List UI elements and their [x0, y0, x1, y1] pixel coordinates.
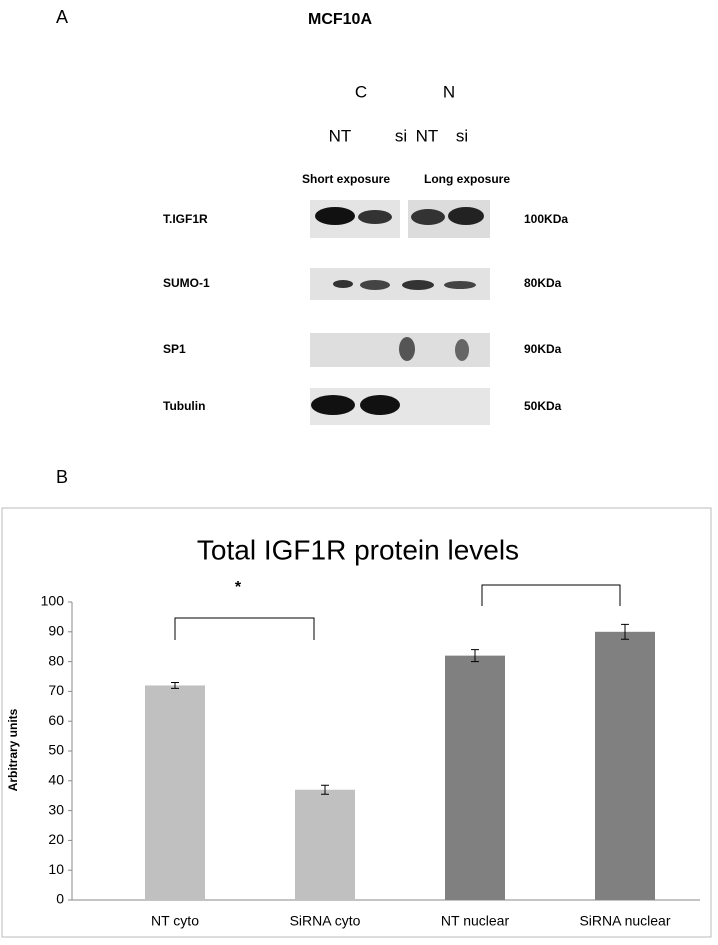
y-tick-label: 90	[48, 623, 64, 639]
size-label: 100KDa	[524, 212, 568, 226]
bar	[595, 631, 655, 900]
y-tick-label: 0	[56, 891, 64, 907]
bar	[295, 789, 355, 900]
y-tick-label: 50	[48, 742, 64, 758]
band	[311, 395, 355, 415]
lane-label: NT	[416, 126, 439, 145]
band	[360, 395, 400, 415]
band	[455, 339, 469, 361]
blot-rows: T.IGF1R 100KDa SUMO-1 80KDa SP1 90KDa Tu…	[163, 200, 568, 425]
panel-label: A	[56, 7, 68, 27]
row-label: Tubulin	[163, 399, 205, 413]
chart-frame	[1, 507, 712, 938]
y-tick-label: 20	[48, 831, 64, 847]
blot-title: MCF10A	[308, 11, 372, 28]
y-tick-label: 10	[48, 861, 64, 877]
band	[402, 280, 434, 290]
row-label: SP1	[163, 342, 186, 356]
bar	[445, 655, 505, 900]
plot: 0 10 20 30 40 50 60 70 80 90 100 NT cyto SiRNA cyto N…	[41, 593, 700, 929]
lane-label: si	[395, 126, 407, 145]
error-bar	[621, 623, 629, 640]
band	[315, 207, 355, 225]
x-tick-label: SiRNA cyto	[290, 913, 361, 929]
x-tick-label: SiRNA nuclear	[579, 913, 670, 929]
group-label: C	[355, 82, 367, 101]
y-tick-label: 40	[48, 772, 64, 788]
size-label: 80KDa	[524, 276, 562, 290]
lane-label: si	[456, 126, 468, 145]
band	[399, 337, 415, 361]
error-bar	[171, 681, 179, 689]
x-tick-label: NT nuclear	[441, 913, 510, 929]
error-bar	[321, 784, 329, 795]
row-label: T.IGF1R	[163, 212, 208, 226]
y-axis-label: Arbitrary units	[6, 708, 20, 791]
error-bar	[471, 649, 479, 663]
y-tick-label: 30	[48, 801, 64, 817]
y-tick-label: 60	[48, 712, 64, 728]
band	[333, 280, 353, 288]
y-tick-label: 70	[48, 682, 64, 698]
y-tick-label: 100	[41, 593, 65, 609]
bracket	[174, 617, 315, 640]
size-label: 50KDa	[524, 399, 562, 413]
lane-label: NT	[329, 126, 352, 145]
band	[360, 280, 390, 290]
band	[448, 207, 484, 225]
row-label: SUMO-1	[163, 276, 210, 290]
group-label: N	[443, 82, 455, 101]
band	[358, 210, 392, 224]
annotation: *	[235, 579, 242, 596]
bracket	[481, 584, 621, 606]
exposure-label: Short exposure	[302, 172, 390, 186]
panel-label: B	[56, 467, 68, 487]
band	[444, 281, 476, 289]
band	[411, 209, 445, 225]
bar	[145, 685, 205, 900]
x-tick-label: NT cyto	[151, 913, 199, 929]
exposure-label: Long exposure	[424, 172, 510, 186]
y-tick-label: 80	[48, 652, 64, 668]
size-label: 90KDa	[524, 342, 562, 356]
chart-title: Total IGF1R protein levels	[197, 534, 519, 565]
